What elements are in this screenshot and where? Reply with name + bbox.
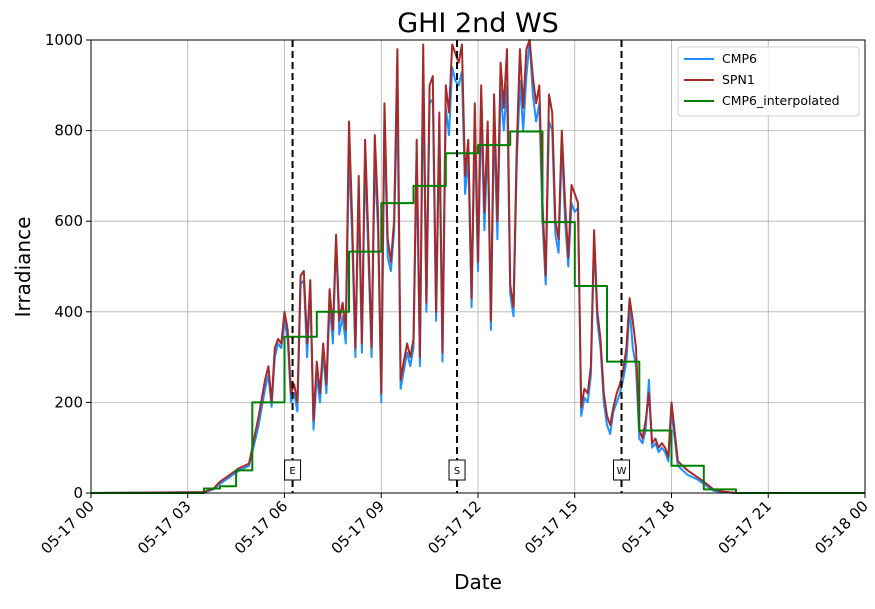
marker-box	[613, 459, 631, 481]
marker-label: W	[617, 466, 627, 477]
x-tick-label: 05-17 03	[134, 497, 194, 557]
series-line-spn1	[90, 39, 865, 494]
x-tick-label: 05-17 21	[715, 497, 775, 557]
y-tick-label: 0	[73, 484, 83, 502]
x-tick-label: 05-17 00	[37, 497, 97, 557]
x-tick-label: 05-17 06	[231, 497, 291, 557]
x-tick-label: 05-17 12	[424, 497, 484, 557]
x-tick-label: 05-17 15	[521, 497, 581, 557]
marker-box	[284, 459, 302, 481]
x-axis-label: Date	[454, 570, 502, 594]
marker-label: E	[289, 466, 295, 477]
legend-box	[677, 46, 860, 117]
y-tick-label: 800	[54, 122, 83, 140]
x-tick-label: 05-17 18	[618, 497, 678, 557]
chart-title: GHI 2nd WS	[397, 8, 559, 39]
x-tick-label: 05-17 09	[328, 497, 388, 557]
legend-label: CMP6_interpolated	[722, 93, 840, 108]
legend-label: CMP6	[722, 51, 757, 66]
marker-box	[448, 459, 466, 481]
x-axis-ticks: 05-17 00 05-17 03 05-17 06 05-17 09 05-17 12…	[37, 493, 872, 558]
y-tick-label: 600	[54, 212, 83, 230]
legend: CMP6 SPN1 CMP6_interpolated	[677, 46, 860, 117]
series-line-cmp6-interpolated	[91, 130, 865, 494]
y-tick-label: 400	[54, 303, 83, 321]
y-tick-label: 1000	[45, 31, 83, 49]
legend-label: SPN1	[722, 72, 755, 87]
y-axis-label: Irradiance	[11, 217, 35, 318]
marker-label: S	[454, 466, 460, 477]
series-layer	[90, 39, 865, 494]
x-tick-label: 05-18 00	[811, 497, 871, 557]
y-axis-ticks: 0 200 400 600 800 1000	[45, 31, 91, 502]
y-tick-label: 200	[54, 393, 83, 411]
